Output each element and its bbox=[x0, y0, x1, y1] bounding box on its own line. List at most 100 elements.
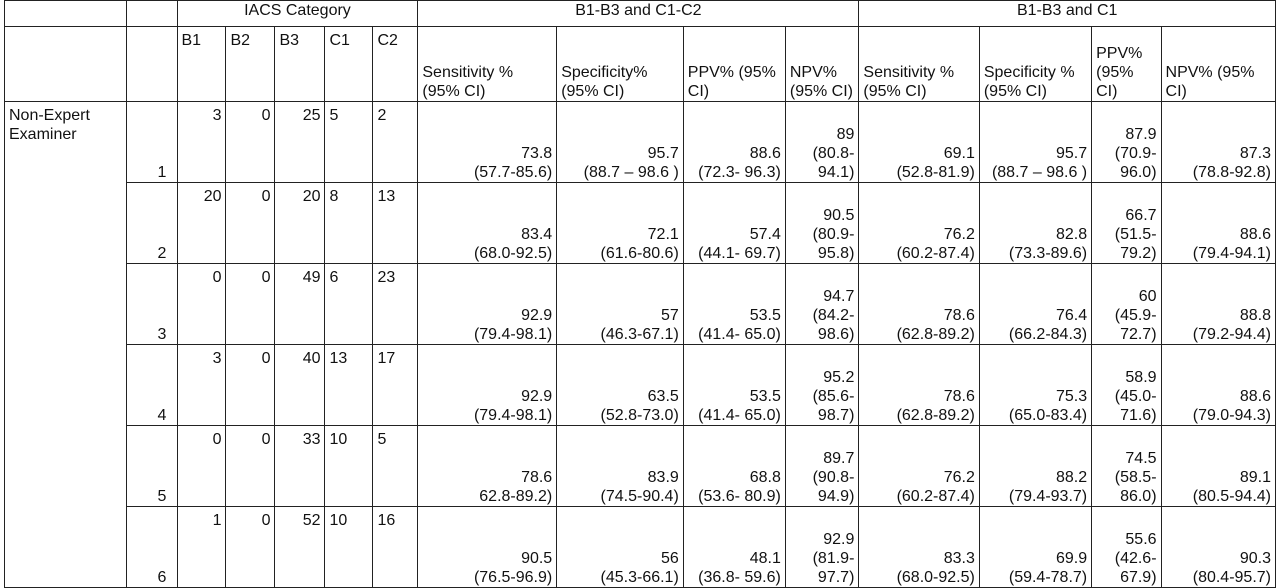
metric-ci: (79.4-98.1) bbox=[473, 407, 553, 424]
metric-cell-b-sensitivity: 78.6 (62.8-89.2) bbox=[858, 344, 980, 426]
metric-ci: (45.0- 71.6) bbox=[1114, 388, 1157, 424]
metric-cell-a-npv: 89.7 (90.8- 94.9) bbox=[784, 425, 860, 507]
count-cell-b1: 20 bbox=[176, 182, 227, 264]
count-cell-c1: 6 bbox=[324, 263, 374, 345]
row-index-cell: 1 bbox=[126, 101, 178, 183]
table-row: 6 1 0 52 10 16 90.5 (76.5-96.9) 56 (45.3-66.1) 48.… bbox=[5, 506, 1277, 588]
row-index-cell: 2 bbox=[126, 182, 178, 264]
metric-ci: (58.5- 86.0) bbox=[1114, 469, 1157, 505]
metric-ci: (45.3-66.1) bbox=[600, 569, 679, 586]
metric-ci: (80.5-94.4) bbox=[1192, 488, 1271, 505]
metric-cell-b-specificity: 82.8 (73.3-89.6) bbox=[978, 182, 1093, 264]
metric-cell-a-npv: 90.5 (80.9- 95.8) bbox=[784, 182, 860, 264]
metric-cell-b-sensitivity: 69.1 (52.8-81.9) bbox=[858, 101, 980, 183]
metric-ci: (59.4-78.7) bbox=[1008, 569, 1088, 586]
count-cell-b2: 0 bbox=[225, 101, 276, 183]
count-cell-c2: 16 bbox=[372, 506, 419, 588]
row-index-cell: 3 bbox=[126, 263, 178, 345]
metric-cell-a-npv: 95.2 (85.6- 98.7) bbox=[784, 344, 860, 426]
metric-cell-a-specificity: 72.1 (61.6-80.6) bbox=[556, 182, 684, 264]
index-header-cell bbox=[126, 26, 178, 102]
metric-value: 48.1 bbox=[749, 550, 781, 567]
metric-value: 78.6 bbox=[943, 307, 975, 324]
metric-ci: (41.4- 65.0) bbox=[698, 407, 781, 424]
count-cell-b3: 52 bbox=[274, 506, 326, 588]
metric-cell-a-ppv: 57.4 (44.1- 69.7) bbox=[682, 182, 786, 264]
metric-cell-b-specificity: 95.7 (88.7 – 98.6 ) bbox=[978, 101, 1093, 183]
metric-value: 94.7 bbox=[823, 288, 855, 305]
metric-ci: (53.6- 80.9) bbox=[698, 488, 781, 505]
metric-cell-b-ppv: 60 (45.9- 72.7) bbox=[1091, 263, 1162, 345]
metric-cell-a-sensitivity: 78.6 62.8-89.2) bbox=[417, 425, 558, 507]
count-cell-c1: 5 bbox=[324, 101, 374, 183]
count-cell-b1: 3 bbox=[176, 101, 227, 183]
metric-value: 89.7 bbox=[823, 450, 855, 467]
count-cell-b3: 40 bbox=[274, 344, 326, 426]
metric-value: 88.2 bbox=[1055, 469, 1088, 486]
count-cell-c2: 17 bbox=[372, 344, 419, 426]
metric-value: 63.5 bbox=[647, 388, 679, 405]
metric-cell-a-specificity: 57 (46.3-67.1) bbox=[556, 263, 684, 345]
metric-cell-a-sensitivity: 92.9 (79.4-98.1) bbox=[417, 344, 558, 426]
metric-cell-b-npv: 87.3 (78.8-92.8) bbox=[1160, 101, 1277, 183]
metric-cell-a-ppv: 53.5 (41.4- 65.0) bbox=[682, 263, 786, 345]
table-row: 2 20 0 20 8 13 83.4 (68.0-92.5) 72.1 (61.6-80.6) 5… bbox=[5, 182, 1277, 264]
metric-value: 53.5 bbox=[749, 307, 781, 324]
group-b-header: B1-B3 and C1 bbox=[858, 0, 1276, 27]
count-cell-c1: 10 bbox=[324, 425, 374, 507]
count-cell-b3: 33 bbox=[274, 425, 326, 507]
metric-ci: (88.7 – 98.6 ) bbox=[991, 164, 1088, 181]
row-index-cell: 6 bbox=[126, 506, 178, 588]
metric-value: 69.1 bbox=[943, 145, 975, 162]
metric-ci: (84.2- 98.6) bbox=[812, 307, 855, 343]
metric-cell-b-ppv: 55.6 (42.6- 67.9) bbox=[1091, 506, 1162, 588]
row-index-cell: 5 bbox=[126, 425, 178, 507]
count-cell-b1: 0 bbox=[176, 425, 227, 507]
metric-value: 69.9 bbox=[1055, 550, 1088, 567]
count-cell-b2: 0 bbox=[225, 182, 276, 264]
table-row: 4 3 0 40 13 17 92.9 (79.4-98.1) 63.5 (52.8-73.0) 5… bbox=[5, 344, 1277, 426]
metric-ci: (78.8-92.8) bbox=[1192, 164, 1271, 181]
metric-ci: (76.5-96.9) bbox=[473, 569, 553, 586]
metric-value: 60 bbox=[1138, 288, 1157, 305]
count-cell-b1: 0 bbox=[176, 263, 227, 345]
metric-ci: (52.8-81.9) bbox=[896, 164, 975, 181]
metric-ci: (45.9- 72.7) bbox=[1114, 307, 1157, 343]
metric-value: 57.4 bbox=[749, 226, 781, 243]
metric-cell-b-ppv: 58.9 (45.0- 71.6) bbox=[1091, 344, 1162, 426]
metric-ci: (80.9- 95.8) bbox=[812, 226, 855, 262]
count-cell-b2: 0 bbox=[225, 263, 276, 345]
metric-value: 76.4 bbox=[1055, 307, 1088, 324]
metric-ci: (36.8- 59.6) bbox=[698, 569, 781, 586]
metric-cell-b-ppv: 66.7 (51.5- 79.2) bbox=[1091, 182, 1162, 264]
row-index-cell: 4 bbox=[126, 344, 178, 426]
metric-cell-a-sensitivity: 92.9 (79.4-98.1) bbox=[417, 263, 558, 345]
metric-ci: (72.3- 96.3) bbox=[698, 164, 781, 181]
count-cell-b2: 0 bbox=[225, 344, 276, 426]
metric-value: 57 bbox=[660, 307, 679, 324]
metric-value: 76.2 bbox=[943, 226, 975, 243]
count-cell-c2: 2 bbox=[372, 101, 419, 183]
metric-ci: (46.3-67.1) bbox=[600, 326, 679, 343]
count-cell-b1: 1 bbox=[176, 506, 227, 588]
metric-ci: (41.4- 65.0) bbox=[698, 326, 781, 343]
metric-ci: (57.7-85.6) bbox=[473, 164, 553, 181]
metric-cell-a-ppv: 48.1 (36.8- 59.6) bbox=[682, 506, 786, 588]
metric-cell-a-specificity: 63.5 (52.8-73.0) bbox=[556, 344, 684, 426]
metric-ci: (80.4-95.7) bbox=[1192, 569, 1271, 586]
metric-cell-a-specificity: 83.9 (74.5-90.4) bbox=[556, 425, 684, 507]
metric-cell-a-npv: 92.9 (81.9- 97.7) bbox=[784, 506, 860, 588]
corner-cell bbox=[3, 26, 128, 102]
metric-header-a-sensitivity: Sensitivity % (95% CI) bbox=[417, 26, 558, 102]
metric-cell-b-npv: 88.6 (79.0-94.3) bbox=[1160, 344, 1277, 426]
metric-value: 73.8 bbox=[521, 145, 553, 162]
metric-value: 90.5 bbox=[521, 550, 553, 567]
metric-header-b-npv: NPV% (95% CI) bbox=[1160, 26, 1277, 102]
metric-cell-b-npv: 88.6 (79.4-94.1) bbox=[1160, 182, 1277, 264]
metric-ci: (79.4-98.1) bbox=[473, 326, 553, 343]
metric-ci: (80.8- 94.1) bbox=[812, 145, 855, 181]
count-cell-b3: 25 bbox=[274, 101, 326, 183]
metric-value: 74.5 bbox=[1125, 450, 1157, 467]
metric-ci: (52.8-73.0) bbox=[600, 407, 679, 424]
metric-ci: 62.8-89.2) bbox=[479, 488, 553, 505]
